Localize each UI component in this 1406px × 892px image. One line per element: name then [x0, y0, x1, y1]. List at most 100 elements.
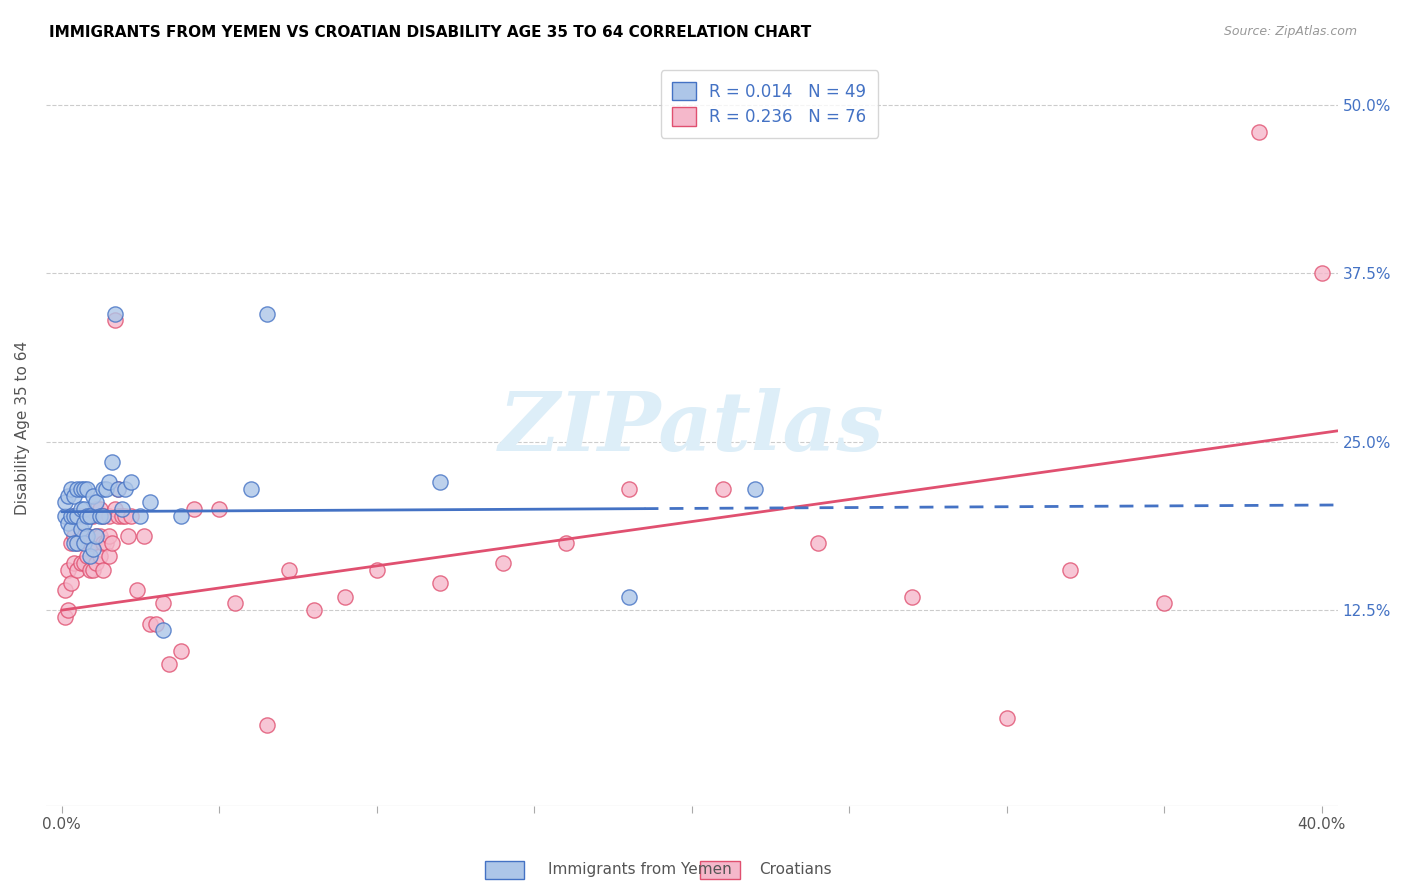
Point — [492, 556, 515, 570]
Text: Immigrants from Yemen: Immigrants from Yemen — [548, 863, 733, 877]
Text: Source: ZipAtlas.com: Source: ZipAtlas.com — [1223, 25, 1357, 38]
Point — [66, 482, 89, 496]
Point — [73, 556, 96, 570]
Point — [73, 535, 96, 549]
Point — [89, 508, 111, 523]
Point — [89, 529, 111, 543]
Point — [335, 590, 357, 604]
Point — [76, 549, 98, 564]
Text: IMMIGRANTS FROM YEMEN VS CROATIAN DISABILITY AGE 35 TO 64 CORRELATION CHART: IMMIGRANTS FROM YEMEN VS CROATIAN DISABI… — [49, 25, 811, 40]
Point — [120, 475, 142, 489]
Point — [82, 489, 104, 503]
Point — [208, 502, 231, 516]
Point — [101, 455, 124, 469]
Point — [711, 482, 734, 496]
Point — [76, 482, 98, 496]
Point — [224, 596, 246, 610]
Point — [139, 616, 162, 631]
Point — [53, 610, 76, 624]
Point — [63, 508, 86, 523]
Point — [73, 508, 96, 523]
Point — [110, 502, 132, 516]
Point — [56, 489, 79, 503]
Point — [66, 508, 89, 523]
Point — [807, 535, 830, 549]
Point — [91, 535, 114, 549]
Point — [183, 502, 205, 516]
Point — [79, 563, 101, 577]
Point — [60, 535, 83, 549]
Point — [139, 495, 162, 509]
Point — [89, 502, 111, 516]
Point — [73, 502, 96, 516]
Point — [82, 508, 104, 523]
Point — [86, 502, 108, 516]
Point — [63, 556, 86, 570]
Point — [60, 576, 83, 591]
Point — [256, 717, 278, 731]
Point — [86, 556, 108, 570]
Point — [170, 508, 193, 523]
Point — [79, 535, 101, 549]
Point — [69, 482, 91, 496]
Point — [117, 529, 139, 543]
Point — [1153, 596, 1175, 610]
Point — [110, 508, 132, 523]
Point — [995, 711, 1018, 725]
Point — [901, 590, 924, 604]
Point — [63, 535, 86, 549]
Point — [91, 508, 114, 523]
Point — [104, 307, 127, 321]
Point — [98, 549, 121, 564]
Point — [69, 556, 91, 570]
Point — [152, 596, 174, 610]
Point — [114, 482, 136, 496]
Point — [98, 508, 121, 523]
Point — [82, 535, 104, 549]
Point — [98, 475, 121, 489]
Point — [66, 535, 89, 549]
Point — [73, 529, 96, 543]
Point — [617, 482, 640, 496]
Point — [86, 529, 108, 543]
Point — [429, 475, 451, 489]
Point — [76, 529, 98, 543]
Point — [91, 563, 114, 577]
Point — [66, 508, 89, 523]
Point — [104, 502, 127, 516]
Point — [69, 508, 91, 523]
Point — [79, 549, 101, 564]
Point — [617, 590, 640, 604]
Point — [1059, 563, 1081, 577]
Legend: R = 0.014   N = 49, R = 0.236   N = 76: R = 0.014 N = 49, R = 0.236 N = 76 — [661, 70, 877, 137]
Point — [79, 508, 101, 523]
Point — [69, 529, 91, 543]
Point — [76, 508, 98, 523]
Point — [60, 508, 83, 523]
Point — [94, 482, 117, 496]
Point — [98, 529, 121, 543]
Point — [53, 582, 76, 597]
Point — [86, 495, 108, 509]
Point — [1310, 266, 1333, 280]
Point — [170, 643, 193, 657]
Point — [101, 535, 124, 549]
Point — [91, 482, 114, 496]
Point — [107, 482, 129, 496]
Point — [66, 563, 89, 577]
Text: Croatians: Croatians — [759, 863, 832, 877]
Point — [1247, 124, 1270, 138]
Point — [302, 603, 325, 617]
Point — [53, 495, 76, 509]
Point — [63, 489, 86, 503]
Point — [145, 616, 167, 631]
Point — [76, 529, 98, 543]
Point — [132, 529, 155, 543]
Point — [239, 482, 262, 496]
Point — [429, 576, 451, 591]
Point — [157, 657, 180, 671]
Point — [69, 502, 91, 516]
Point — [107, 482, 129, 496]
Point — [744, 482, 766, 496]
Point — [56, 563, 79, 577]
